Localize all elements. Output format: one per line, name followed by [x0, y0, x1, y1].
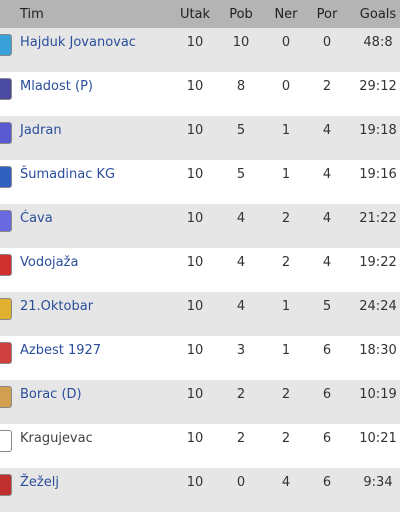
table-row: Azbest 1927 10 3 1 6 18:30 [0, 336, 400, 380]
stat-cell: 5 [236, 123, 246, 138]
stat-cell: 5 [322, 299, 332, 314]
table-row: Vodojaža 10 4 2 4 19:22 [0, 248, 400, 292]
table-row: Jadran 10 5 1 4 19:18 [0, 116, 400, 160]
stat-cell: 4 [322, 167, 332, 182]
team-name[interactable]: Žeželj [20, 475, 59, 490]
stat-cell: 21:22 [359, 211, 397, 226]
stat-cell: 10 [186, 211, 204, 226]
stat-cell: 6 [322, 475, 332, 490]
stat-cell: 6 [322, 431, 332, 446]
stat-cell: 4 [236, 299, 246, 314]
stat-cell: 5 [236, 167, 246, 182]
stat-cell: 10 [186, 299, 204, 314]
team-name[interactable]: Mladost (P) [20, 79, 93, 94]
team-name[interactable]: 21.Oktobar [20, 299, 94, 314]
stat-cell: 4 [322, 255, 332, 270]
team-logo [0, 474, 12, 496]
team-logo [0, 166, 12, 188]
team-logo [0, 298, 12, 320]
column-header: Utak [179, 7, 211, 22]
team-name[interactable]: Azbest 1927 [20, 343, 102, 358]
stat-cell: 0 [322, 35, 332, 50]
stat-cell: 29:12 [359, 79, 397, 94]
table-row: 21.Oktobar 10 4 1 5 24:24 [0, 292, 400, 336]
stat-cell: 3 [236, 343, 246, 358]
stat-cell: 18:30 [359, 343, 397, 358]
stat-cell: 10:19 [359, 387, 397, 402]
stat-cell: 10:21 [359, 431, 397, 446]
stat-cell: 2 [281, 211, 291, 226]
column-header: Goals [359, 7, 397, 22]
stat-cell: 4 [322, 123, 332, 138]
team-logo [0, 210, 12, 232]
stat-cell: 10 [186, 35, 204, 50]
stat-cell: 1 [281, 299, 291, 314]
stat-cell: 19:22 [359, 255, 397, 270]
table-row: Šumadinac KG 10 5 1 4 19:16 [0, 160, 400, 204]
stat-cell: 10 [186, 343, 204, 358]
team-name[interactable]: Ćava [20, 211, 53, 226]
stat-cell: 8 [236, 79, 246, 94]
table-row: Mladost (P) 10 8 0 2 29:12 [0, 72, 400, 116]
stat-cell: 6 [322, 343, 332, 358]
stat-cell: 2 [281, 431, 291, 446]
stat-cell: 4 [322, 211, 332, 226]
stat-cell: 10 [186, 167, 204, 182]
stat-cell: 10 [186, 431, 204, 446]
stat-cell: 24:24 [359, 299, 397, 314]
stat-cell: 2 [281, 387, 291, 402]
stat-cell: 9:34 [363, 475, 393, 490]
column-header: Por [316, 7, 338, 22]
stat-cell: 10 [186, 123, 204, 138]
table-row: Borac (D) 10 2 2 6 10:19 [0, 380, 400, 424]
table-row: Hajduk Jovanovac 10 10 0 0 48:8 [0, 28, 400, 72]
stat-cell: 2 [281, 255, 291, 270]
team-name[interactable]: Šumadinac KG [20, 167, 116, 182]
column-header: Tim [20, 7, 44, 22]
stat-cell: 0 [236, 475, 246, 490]
stat-cell: 2 [236, 387, 246, 402]
table-row: Žeželj 10 0 4 6 9:34 [0, 468, 400, 512]
team-logo [0, 254, 12, 276]
table-row: Ćava 10 4 2 4 21:22 [0, 204, 400, 248]
stat-cell: 0 [281, 79, 291, 94]
table-row: Kragujevac 10 2 2 6 10:21 [0, 424, 400, 468]
team-name[interactable]: Jadran [20, 123, 62, 138]
stat-cell: 2 [322, 79, 332, 94]
stat-cell: 1 [281, 123, 291, 138]
stat-cell: 10 [186, 475, 204, 490]
stat-cell: 1 [281, 167, 291, 182]
stat-cell: 1 [281, 343, 291, 358]
stat-cell: 19:18 [359, 123, 397, 138]
stat-cell: 10 [232, 35, 250, 50]
column-header: Ner [274, 7, 298, 22]
stat-cell: 2 [236, 431, 246, 446]
team-logo [0, 386, 12, 408]
stat-cell: 4 [281, 475, 291, 490]
team-name[interactable]: Borac (D) [20, 387, 82, 402]
team-logo [0, 78, 12, 100]
stat-cell: 10 [186, 255, 204, 270]
stat-cell: 19:16 [359, 167, 397, 182]
team-logo [0, 34, 12, 56]
stat-cell: 10 [186, 387, 204, 402]
stat-cell: 6 [322, 387, 332, 402]
stat-cell: 10 [186, 79, 204, 94]
team-name[interactable]: Vodojaža [20, 255, 79, 270]
stat-cell: 4 [236, 211, 246, 226]
stat-cell: 0 [281, 35, 291, 50]
team-logo [0, 342, 12, 364]
team-name[interactable]: Hajduk Jovanovac [20, 35, 136, 50]
stat-cell: 4 [236, 255, 246, 270]
column-header: Pob [229, 7, 253, 22]
stat-cell: 48:8 [363, 35, 393, 50]
team-name: Kragujevac [20, 431, 93, 446]
team-logo [0, 430, 12, 452]
table-header: Tim Utak Pob Ner Por Goals [0, 0, 400, 28]
team-logo [0, 122, 12, 144]
